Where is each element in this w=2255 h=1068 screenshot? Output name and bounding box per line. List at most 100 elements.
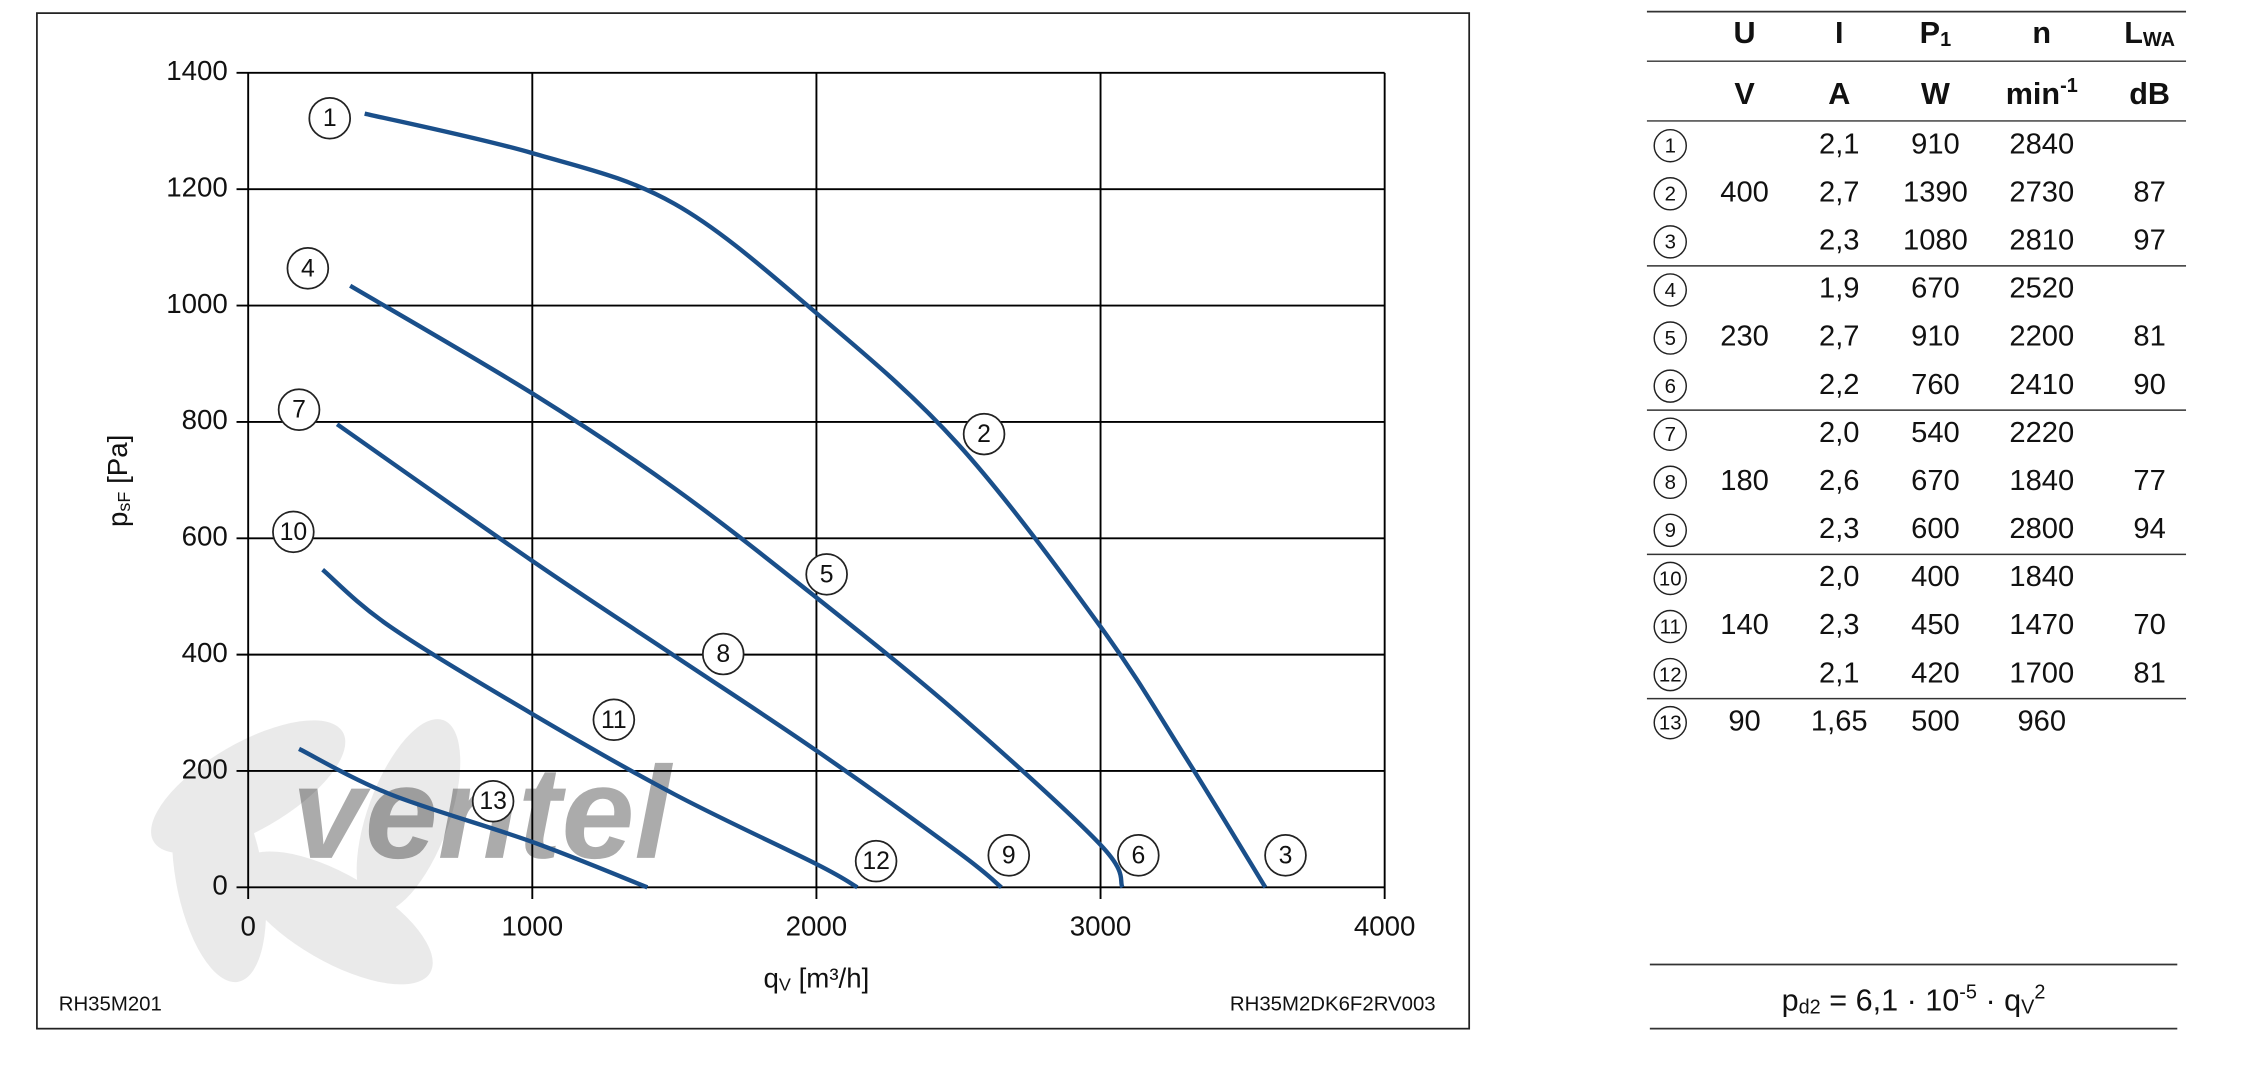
y-tick-label: 1200 (166, 172, 228, 203)
text-part: = 6,1 · 10 (1821, 984, 1960, 1018)
row-number: 7 (1665, 424, 1676, 446)
row-number: 2 (1665, 184, 1676, 206)
table-cell: 180 (1720, 465, 1769, 497)
point-label: 7 (292, 397, 306, 424)
row-number: 5 (1665, 328, 1676, 350)
chart-frame (36, 12, 1471, 1030)
row-number: 11 (1660, 616, 1681, 638)
row-number-circle (1653, 273, 1687, 307)
row-number-circle (1653, 177, 1687, 211)
point-label: 12 (862, 848, 890, 875)
table-cell: 400 (1911, 561, 1960, 593)
row-number: 4 (1665, 280, 1676, 302)
y-tick-label: 200 (182, 753, 228, 784)
table-cell: 2,3 (1819, 225, 1860, 257)
row-number-circle (1653, 465, 1687, 500)
point-label: 3 (1279, 842, 1293, 869)
curve (349, 283, 1125, 889)
rich-text: dB (2129, 77, 2170, 111)
point-label-circle (854, 839, 898, 883)
table-cell: 2,1 (1819, 657, 1860, 689)
curve (364, 111, 1268, 889)
table-cell: 1840 (2009, 561, 2074, 593)
table-cell: 90 (2133, 369, 2165, 401)
x-tick-label: 0 (240, 910, 255, 941)
table-cell: 2,6 (1819, 465, 1860, 497)
rich-text: I (1835, 16, 1844, 50)
text-part: 2 (2034, 982, 2045, 1004)
text-part: n (2032, 16, 2051, 50)
text-part: A (1828, 77, 1850, 111)
row-number-circle (1653, 609, 1687, 644)
curve (298, 746, 649, 890)
text-part: P (1920, 16, 1940, 50)
text-part: dB (2129, 77, 2170, 111)
table-cell: 90 (1728, 705, 1760, 737)
text-part: 1 (1940, 29, 1951, 51)
table-cell: 70 (2133, 609, 2165, 641)
point-label-circle (962, 412, 1006, 456)
table-cell: 2520 (2009, 273, 2074, 305)
row-number-circle (1653, 705, 1687, 740)
table-cell: 1390 (1903, 176, 1968, 208)
point-label: 8 (716, 641, 730, 668)
table-cell: 960 (2017, 705, 2066, 737)
footnote: RH35M2DK6F2RV003 (1230, 994, 1436, 1016)
row-number: 3 (1665, 232, 1676, 254)
table-cell: 2,1 (1819, 128, 1860, 160)
rich-text: pd2 = 6,1 · 10-5 · qV2 (1782, 982, 2046, 1019)
table-cell: 1,9 (1819, 273, 1860, 305)
rich-text: psF [Pa] (102, 435, 134, 527)
rich-text: A (1828, 77, 1850, 111)
table-cell: 1700 (2009, 657, 2074, 689)
table-cell: 910 (1911, 128, 1960, 160)
y-tick-label: 0 (212, 870, 227, 901)
row-number: 1 (1665, 136, 1676, 158)
point-label-circle (277, 388, 321, 431)
table-cell: 97 (2133, 225, 2165, 257)
x-axis-label: qV [m³/h] (764, 963, 870, 995)
y-tick-label: 1400 (166, 55, 228, 86)
text-part: [m³/h] (791, 963, 869, 994)
text-part: WA (2143, 29, 2175, 51)
rich-text: W (1921, 77, 1950, 111)
table-cell: 87 (2133, 176, 2165, 208)
x-tick-label: 3000 (1070, 910, 1132, 941)
table-cell: 540 (1911, 417, 1960, 449)
table-cell: 81 (2133, 657, 2165, 689)
text-part: d2 (1799, 997, 1821, 1019)
table-cell: 140 (1720, 609, 1769, 641)
table-cell: 2,7 (1819, 321, 1860, 353)
text-part: · q (1977, 984, 2021, 1018)
table-cell: 500 (1911, 705, 1960, 737)
text-part: q (764, 963, 779, 994)
row-number: 13 (1659, 713, 1682, 735)
table-cell: 450 (1911, 609, 1960, 641)
table-cell: 1080 (1903, 225, 1968, 257)
point-label-circle (471, 779, 515, 823)
row-number-circle (1653, 128, 1687, 163)
row-number: 6 (1665, 376, 1676, 398)
point-label: 4 (301, 255, 315, 282)
row-number-circle (1653, 513, 1687, 548)
text-part: -1 (2060, 75, 2078, 97)
y-tick-label: 800 (182, 404, 228, 435)
point-label-circle (286, 247, 330, 290)
point-label-circle (987, 834, 1031, 877)
table-cell: 600 (1911, 513, 1960, 545)
table-cell: 1,65 (1811, 705, 1868, 737)
table-cell: 2220 (2009, 417, 2074, 449)
rich-text: n (2032, 16, 2051, 50)
text-part: U (1734, 16, 1756, 50)
text-part: V (779, 975, 791, 995)
point-label-circle (805, 553, 848, 596)
row-number-circle (1653, 321, 1687, 355)
text-part: sF (114, 492, 134, 512)
point-label: 13 (479, 788, 507, 815)
curve (335, 422, 1003, 890)
text-part: W (1921, 77, 1950, 111)
curve (321, 568, 859, 890)
row-number-circle (1653, 225, 1687, 259)
